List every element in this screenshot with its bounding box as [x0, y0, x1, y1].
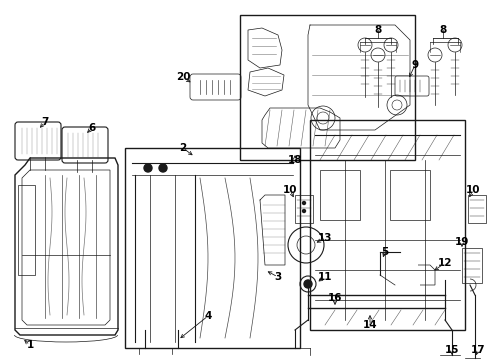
Text: 17: 17: [470, 345, 484, 355]
Text: 19: 19: [454, 237, 468, 247]
Circle shape: [302, 210, 305, 212]
Text: 10: 10: [465, 185, 479, 195]
Text: 1: 1: [26, 340, 34, 350]
Bar: [389, 170, 429, 220]
Bar: [294, 195, 312, 223]
Text: 8: 8: [374, 25, 381, 35]
Bar: [467, 195, 485, 223]
Bar: [309, 120, 464, 330]
Bar: [319, 170, 359, 220]
Text: 10: 10: [282, 185, 297, 195]
Text: 16: 16: [327, 293, 342, 303]
Text: 9: 9: [410, 60, 418, 70]
Text: 7: 7: [41, 117, 49, 127]
Text: 12: 12: [437, 258, 451, 268]
Text: 4: 4: [204, 311, 211, 321]
Text: 3: 3: [274, 272, 281, 282]
Circle shape: [143, 164, 152, 172]
Bar: [461, 248, 481, 283]
Text: 13: 13: [317, 233, 331, 243]
Bar: [125, 148, 299, 348]
Text: 2: 2: [179, 143, 186, 153]
Text: 6: 6: [88, 123, 96, 133]
Text: 5: 5: [381, 247, 388, 257]
Text: 15: 15: [444, 345, 458, 355]
Text: 8: 8: [439, 25, 446, 35]
Text: 14: 14: [362, 320, 377, 330]
Text: 20: 20: [175, 72, 190, 82]
Text: 18: 18: [287, 155, 302, 165]
Bar: [240, 15, 414, 160]
Circle shape: [159, 164, 167, 172]
Text: 11: 11: [317, 272, 331, 282]
Circle shape: [302, 202, 305, 204]
Circle shape: [304, 280, 311, 288]
